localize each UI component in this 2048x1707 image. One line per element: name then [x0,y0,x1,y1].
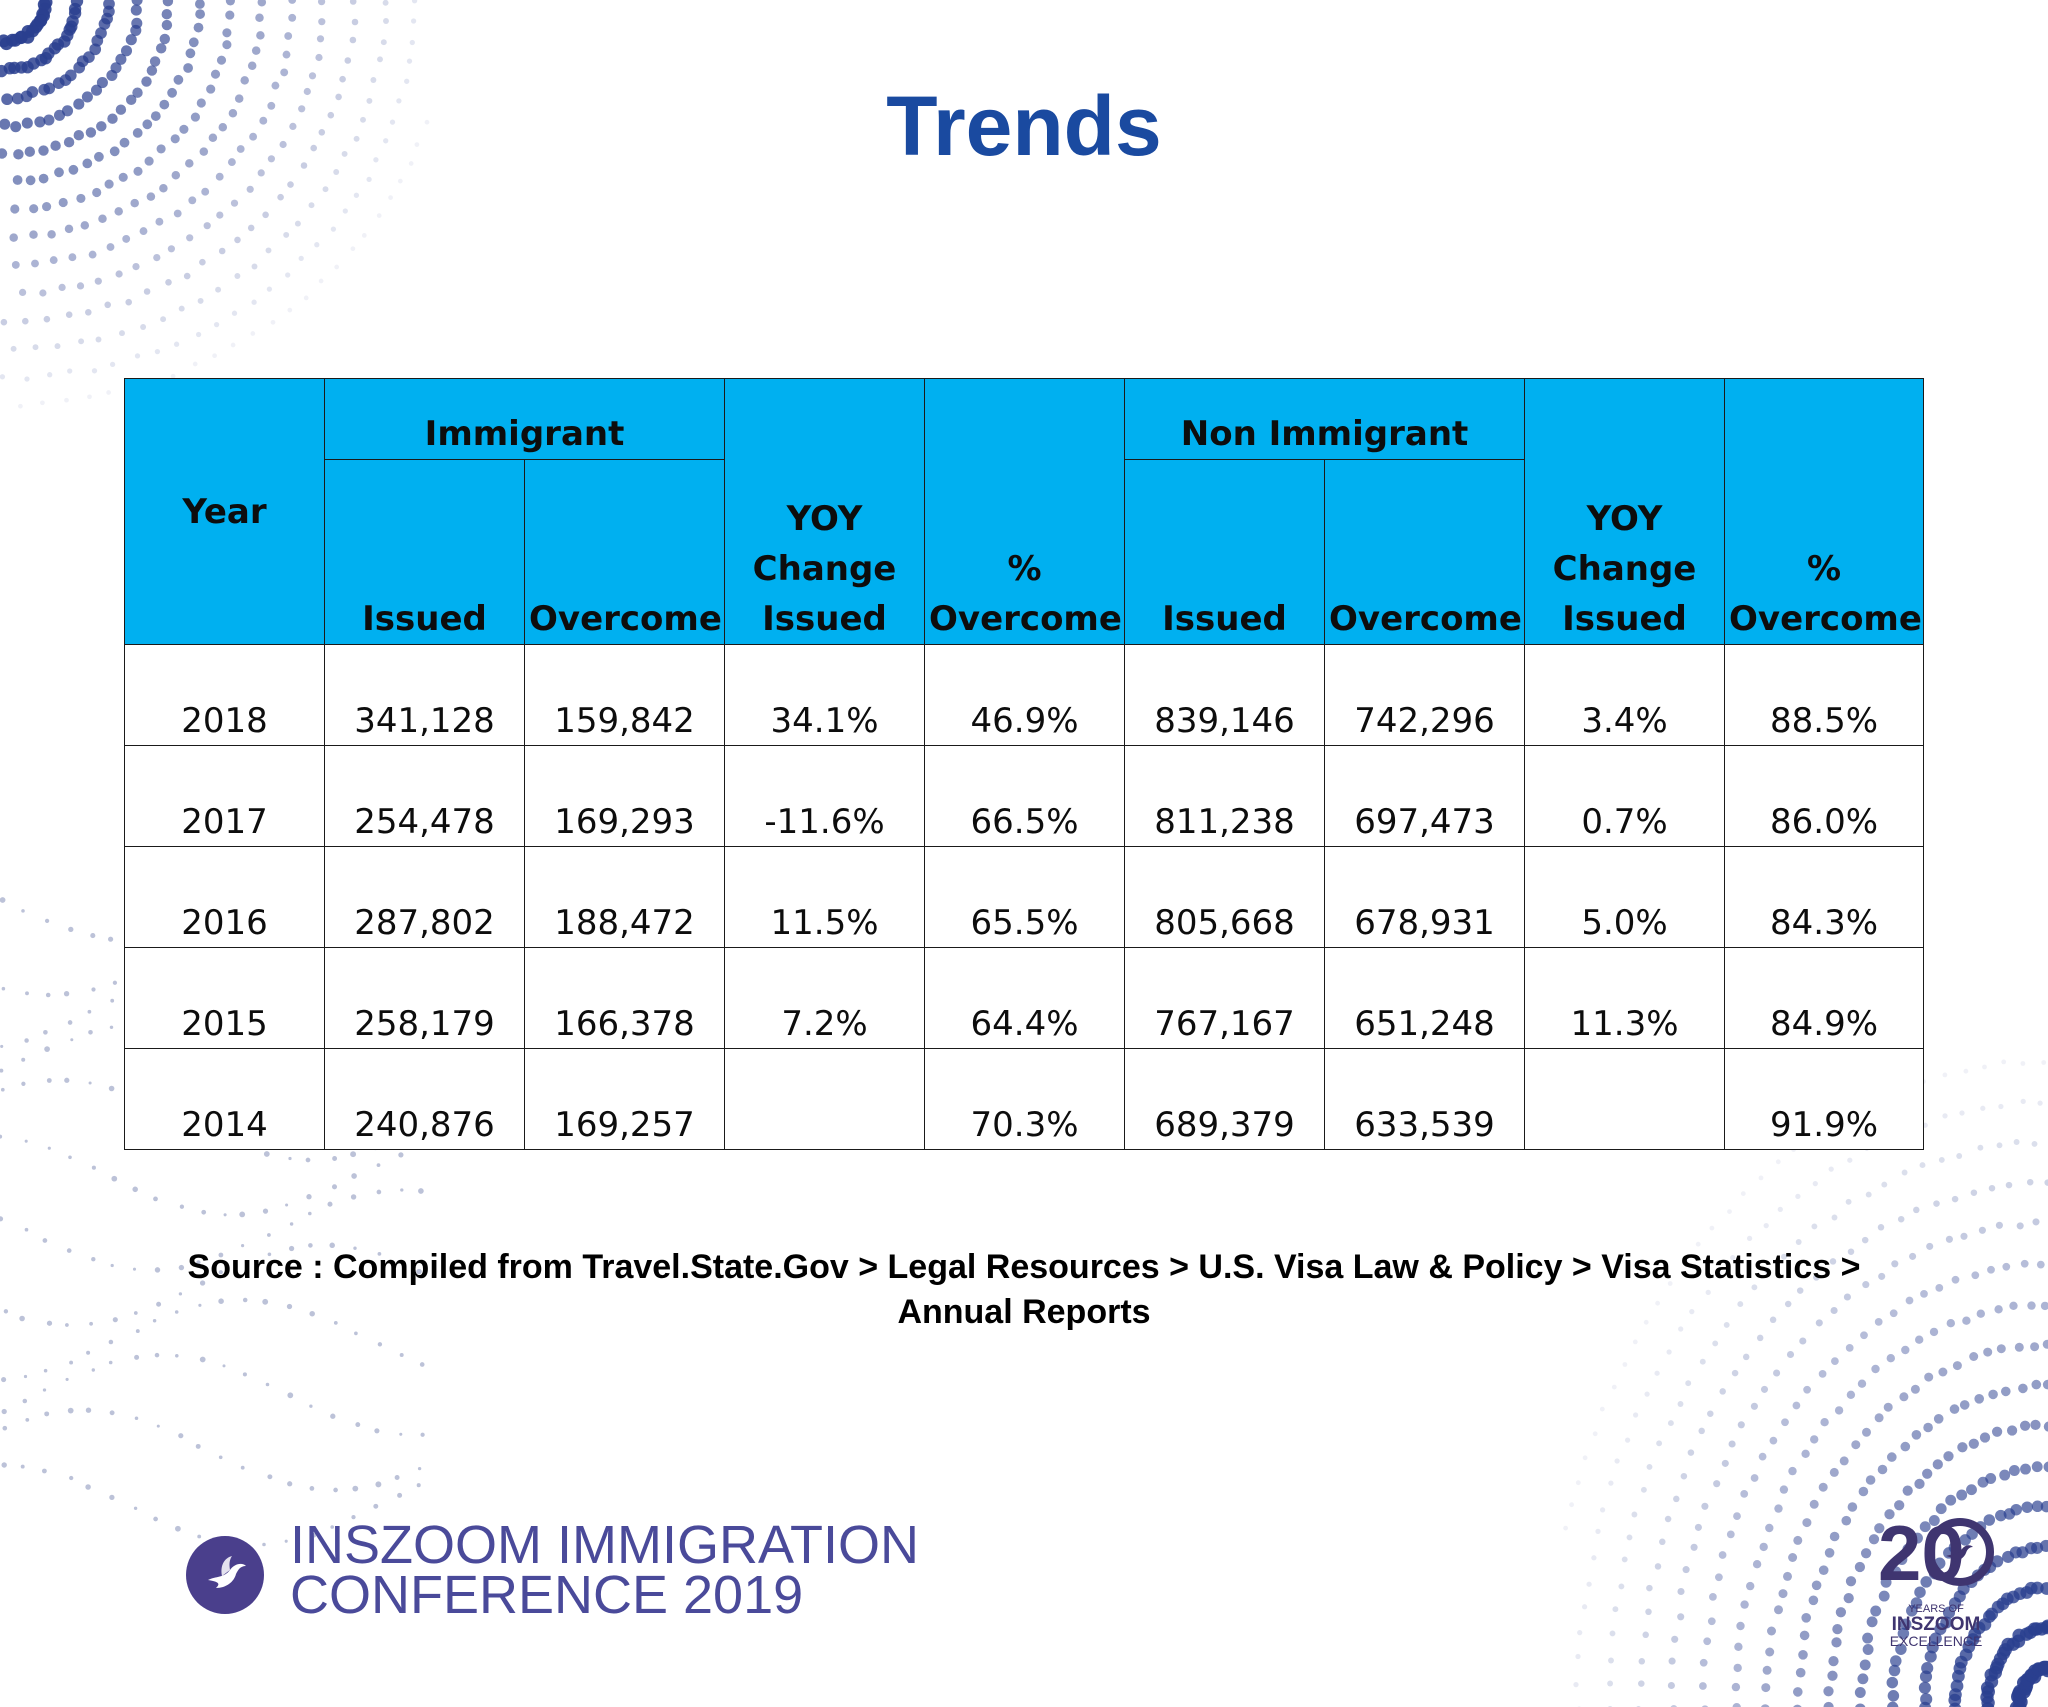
trends-table: Year Immigrant YOY Change Issued % Overcome… [124,378,1925,1150]
immigrant-pct-overcome-header: % Overcome [924,378,1126,645]
non-immigrant-issued-cell: 767,167 [1124,947,1326,1049]
badge-line-2: INSZOOM [1892,1614,1981,1635]
conference-line-1: INSZOOM IMMIGRATION [290,1515,919,1575]
non-immigrant-pct-cell: 84.3% [1724,846,1925,948]
immigrant-yoy-cell: 34.1% [724,644,926,746]
immigrant-overcome-cell: 169,257 [523,1048,726,1150]
non-immigrant-overcome-cell: 697,473 [1324,745,1526,847]
non-immigrant-pct-cell: 91.9% [1724,1048,1925,1150]
non-immigrant-pct-cell: 86.0% [1724,745,1925,847]
immigrant-issued-header: Issued [324,459,525,645]
non-immigrant-yoy-header: YOY Change Issued [1524,378,1726,645]
immigrant-issued-cell: 287,802 [324,846,525,948]
badge-line-1: YEARS OF [1908,1603,1964,1615]
conference-line-2: CONFERENCE 2019 [290,1565,804,1625]
source-line-2: Annual Reports [897,1293,1151,1331]
non-immigrant-group-header: Non Immigrant [1124,378,1526,460]
immigrant-yoy-header: YOY Change Issued [724,378,926,645]
non-immigrant-overcome-header: Overcome [1324,459,1526,645]
non-immigrant-yoy-cell: 11.3% [1524,947,1726,1049]
immigrant-overcome-header: Overcome [523,459,726,645]
conference-name: INSZOOM IMMIGRATION CONFERENCE 2019 [290,1515,919,1625]
immigrant-yoy-cell: 11.5% [724,846,926,948]
non-immigrant-overcome-cell: 742,296 [1324,644,1526,746]
non-immigrant-issued-cell: 811,238 [1124,745,1326,847]
non-immigrant-yoy-cell: 0.7% [1524,745,1726,847]
immigrant-issued-cell: 240,876 [324,1048,525,1150]
table-row: 2016 287,802 188,472 11.5% 65.5% 805,668… [124,846,1925,948]
immigrant-pct-cell: 66.5% [924,745,1126,847]
immigrant-yoy-cell: 7.2% [724,947,926,1049]
table-row: 2018 341,128 159,842 34.1% 46.9% 839,146… [124,644,1925,746]
immigrant-overcome-cell: 169,293 [523,745,726,847]
non-immigrant-yoy-cell: 3.4% [1524,644,1726,746]
non-immigrant-overcome-cell: 633,539 [1324,1048,1526,1150]
immigrant-overcome-cell: 166,378 [523,947,726,1049]
non-immigrant-issued-cell: 689,379 [1124,1048,1326,1150]
table-row: 2015 258,179 166,378 7.2% 64.4% 767,167 … [124,947,1925,1049]
immigrant-issued-cell: 254,478 [324,745,525,847]
non-immigrant-issued-header: Issued [1124,459,1326,645]
immigrant-overcome-cell: 188,472 [523,846,726,948]
non-immigrant-overcome-cell: 678,931 [1324,846,1526,948]
immigrant-pct-cell: 70.3% [924,1048,1126,1150]
page-title: Trends [886,79,1162,173]
immigrant-overcome-cell: 159,842 [523,644,726,746]
source-note: Source : Compiled from Travel.State.Gov … [90,1245,1958,1335]
table-row: 2014 240,876 169,257 70.3% 689,379 633,5… [124,1048,1925,1150]
badge-line-3: EXCELLENCE [1890,1633,1983,1649]
year-cell: 2014 [124,1048,325,1150]
year-cell: 2015 [124,947,325,1049]
non-immigrant-issued-cell: 839,146 [1124,644,1326,746]
anniversary-badge: 20 YEARS OF INSZOOM EXCELLENCE [1878,1509,1994,1649]
year-header: Year [124,378,325,645]
non-immigrant-overcome-cell: 651,248 [1324,947,1526,1049]
non-immigrant-pct-overcome-header: % Overcome [1724,378,1925,645]
bird-icon [186,1536,264,1614]
immigrant-pct-cell: 46.9% [924,644,1126,746]
immigrant-pct-cell: 64.4% [924,947,1126,1049]
non-immigrant-pct-cell: 88.5% [1724,644,1925,746]
table-row: 2017 254,478 169,293 -11.6% 66.5% 811,23… [124,745,1925,847]
immigrant-issued-cell: 258,179 [324,947,525,1049]
year-cell: 2018 [124,644,325,746]
year-cell: 2017 [124,745,325,847]
non-immigrant-yoy-cell: 5.0% [1524,846,1726,948]
non-immigrant-issued-cell: 805,668 [1124,846,1326,948]
immigrant-pct-cell: 65.5% [924,846,1126,948]
year-cell: 2016 [124,846,325,948]
immigrant-issued-cell: 341,128 [324,644,525,746]
source-line-1: Source : Compiled from Travel.State.Gov … [187,1248,1861,1286]
immigrant-yoy-cell: -11.6% [724,745,926,847]
non-immigrant-pct-cell: 84.9% [1724,947,1925,1049]
non-immigrant-yoy-cell [1524,1048,1726,1150]
immigrant-yoy-cell [724,1048,926,1150]
immigrant-group-header: Immigrant [323,378,726,460]
